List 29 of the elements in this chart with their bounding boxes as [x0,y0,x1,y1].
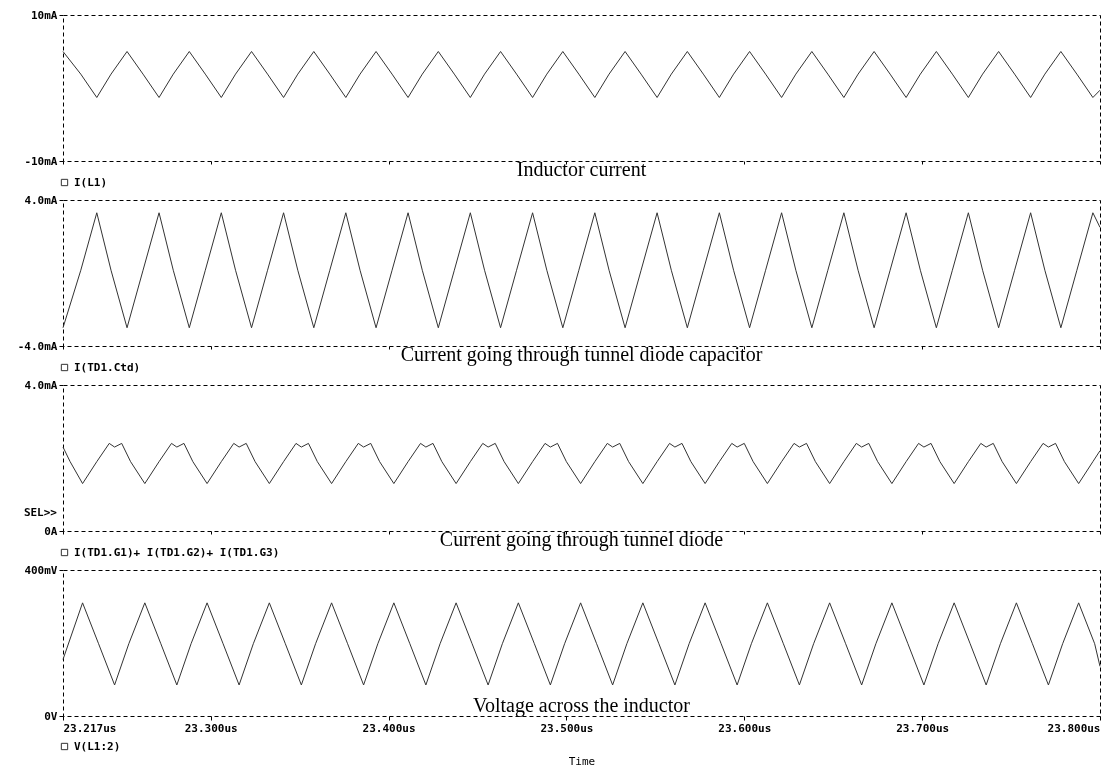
line-series [62,51,1101,98]
x-axis-title: Time [568,754,596,768]
annotation: Inductor current [516,158,647,180]
x-tick-label: 23.500us [540,721,594,735]
annotation: Voltage across the inductor [473,694,691,717]
line-series [62,442,1101,485]
y-tick-label: 0V [44,709,58,723]
legend-label: I(TD1.Ctd) [74,360,141,374]
annotation: Current going through tunnel diode [439,528,724,551]
legend-label: I(L1) [74,175,108,189]
y-tick-label: -10mA [24,154,58,168]
text: SEL>> [23,506,58,519]
y-tick-label: 400mV [24,563,58,577]
x-tick-label: 23.217us [63,721,117,735]
x-tick-label: 23.800us [1047,721,1101,735]
y-tick-label: -4.0mA [17,339,58,353]
line-series [62,602,1101,686]
x-tick-label: 23.400us [362,721,416,735]
x-tick-label: 23.700us [896,721,950,735]
y-tick-label: 10mA [31,8,58,22]
x-tick-label: 23.300us [184,721,238,735]
line-series [62,212,1101,329]
annotation: Current going through tunnel diode capacitor [400,343,763,366]
legend-label: I(TD1.G1)+ I(TD1.G2)+ I(TD1.G3) [74,545,280,559]
y-tick-label: 4.0mA [24,378,58,392]
y-tick-label: 4.0mA [24,193,58,207]
x-tick-label: 23.600us [718,721,772,735]
y-tick-label: 0A [44,524,58,538]
legend-label: V(L1:2) [74,739,121,753]
